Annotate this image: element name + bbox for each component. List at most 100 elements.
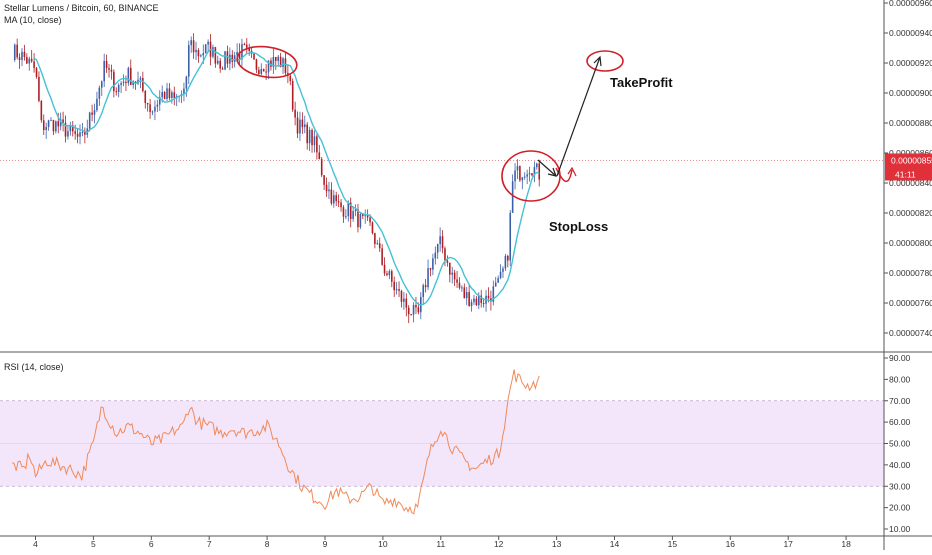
candle-body bbox=[171, 92, 173, 99]
axis-labels: 0.00000960 0.00000940 0.00000920 0.00000900… bbox=[33, 0, 932, 549]
candle-body bbox=[412, 305, 415, 315]
candle-body bbox=[514, 170, 516, 182]
time-tick-label: 15 bbox=[668, 539, 678, 549]
candle-body bbox=[151, 111, 154, 113]
candle-body bbox=[248, 47, 250, 51]
candle-body bbox=[415, 305, 417, 308]
candle-body bbox=[274, 57, 277, 61]
price-tick-label: 0.00000860 bbox=[889, 148, 932, 158]
candle-body bbox=[21, 51, 23, 60]
candle-body bbox=[214, 47, 217, 64]
candle-body bbox=[16, 44, 18, 58]
candle-body bbox=[386, 273, 388, 276]
candle-body bbox=[516, 166, 519, 171]
candle-body bbox=[451, 272, 454, 275]
rsi-tick-label: 30.00 bbox=[889, 481, 911, 491]
rsi-tick-label: 10.00 bbox=[889, 524, 911, 534]
candle-body bbox=[93, 110, 96, 115]
candle-body bbox=[504, 255, 507, 269]
candle-body bbox=[238, 51, 241, 60]
takeprofit-arrow-line bbox=[556, 56, 601, 177]
candle-body bbox=[200, 55, 202, 57]
candle-body bbox=[299, 119, 301, 134]
squiggle-arrowhead bbox=[567, 166, 577, 177]
candle-body bbox=[313, 136, 316, 146]
candle-body bbox=[35, 68, 38, 77]
rsi-tick-label: 50.00 bbox=[889, 439, 911, 449]
candle-body bbox=[400, 290, 403, 302]
candle-body bbox=[446, 260, 449, 263]
candle-body bbox=[69, 125, 72, 132]
candle-body bbox=[202, 53, 205, 56]
time-tick-label: 9 bbox=[323, 539, 328, 549]
candle-body bbox=[519, 166, 521, 181]
candle-body bbox=[132, 81, 134, 86]
candle-body bbox=[405, 298, 408, 308]
price-badge-box bbox=[885, 153, 932, 168]
candle-body bbox=[378, 243, 381, 249]
candle-body bbox=[328, 189, 330, 192]
candle-body bbox=[453, 272, 456, 280]
candle-body bbox=[108, 68, 110, 70]
rsi-line bbox=[12, 369, 540, 515]
candle-body bbox=[436, 244, 439, 253]
candle-body bbox=[50, 119, 52, 121]
rsi-tick-label: 70.00 bbox=[889, 396, 911, 406]
candle-body bbox=[129, 67, 132, 86]
time-tick-label: 5 bbox=[91, 539, 96, 549]
candle-body bbox=[120, 83, 122, 85]
candle-body bbox=[38, 76, 40, 101]
candle-body bbox=[88, 112, 91, 129]
candle-body bbox=[330, 189, 333, 204]
candle-body bbox=[449, 262, 451, 275]
candle-body bbox=[390, 271, 393, 282]
candle-body bbox=[316, 136, 318, 153]
candle-body bbox=[311, 129, 313, 146]
candle-body bbox=[490, 298, 492, 302]
candle-body bbox=[55, 121, 57, 132]
candle-body bbox=[332, 195, 335, 204]
price-badge-value: 0.00000855 bbox=[891, 156, 932, 166]
candle-body bbox=[407, 307, 410, 315]
candle-body bbox=[74, 131, 76, 134]
down-arrow-line bbox=[537, 159, 557, 177]
candle-body bbox=[13, 44, 16, 60]
candle-body bbox=[342, 207, 345, 217]
rsi-tick-label: 40.00 bbox=[889, 460, 911, 470]
candle-body bbox=[229, 54, 231, 64]
time-tick-label: 4 bbox=[33, 539, 38, 549]
candle-body bbox=[62, 119, 64, 123]
candle-body bbox=[417, 307, 420, 313]
down-arrow-head bbox=[547, 167, 557, 177]
take-profit-label: TakeProfit bbox=[610, 75, 673, 90]
candle-body bbox=[422, 285, 425, 297]
squiggle-markup bbox=[555, 167, 573, 183]
candlestick-series bbox=[13, 33, 541, 324]
time-tick-label: 7 bbox=[207, 539, 212, 549]
candle-body bbox=[158, 97, 161, 105]
candle-body bbox=[291, 81, 294, 110]
candle-body bbox=[59, 119, 62, 127]
candle-body bbox=[349, 202, 352, 219]
candle-body bbox=[282, 58, 284, 68]
candle-body bbox=[369, 217, 371, 223]
candle-body bbox=[323, 175, 325, 185]
candle-body bbox=[79, 132, 81, 137]
candle-body bbox=[432, 258, 434, 270]
candle-body bbox=[410, 314, 412, 316]
candle-body bbox=[509, 212, 512, 261]
countdown-badge-value: 41:11 bbox=[895, 170, 916, 180]
candle-body bbox=[117, 84, 120, 93]
candle-body bbox=[233, 55, 236, 62]
candle-body bbox=[84, 131, 86, 135]
candle-body bbox=[424, 285, 427, 288]
time-tick-label: 13 bbox=[552, 539, 562, 549]
candle-body bbox=[18, 57, 21, 60]
candle-body bbox=[33, 61, 35, 69]
candle-body bbox=[185, 76, 188, 89]
candle-body bbox=[57, 121, 60, 127]
price-badge: 0.00000855 41:11 bbox=[885, 153, 932, 181]
candle-body bbox=[284, 58, 287, 73]
